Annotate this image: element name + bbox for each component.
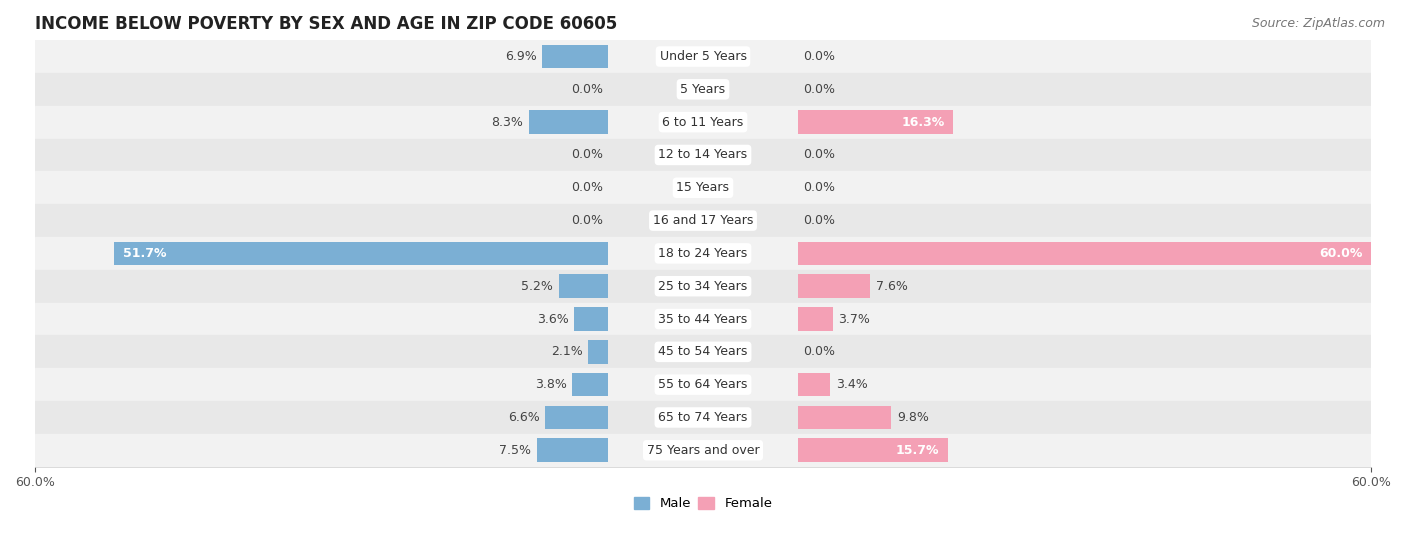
Text: 0.0%: 0.0% xyxy=(803,50,835,63)
Bar xyxy=(35,368,1371,401)
Bar xyxy=(35,73,1371,106)
Bar xyxy=(35,335,1371,368)
Bar xyxy=(797,274,870,298)
Text: 0.0%: 0.0% xyxy=(803,214,835,227)
Text: 65 to 74 Years: 65 to 74 Years xyxy=(658,411,748,424)
Text: 12 to 14 Years: 12 to 14 Years xyxy=(658,149,748,162)
Text: 0.0%: 0.0% xyxy=(803,181,835,195)
Bar xyxy=(797,241,1371,265)
Text: 3.6%: 3.6% xyxy=(537,312,568,325)
Text: 75 Years and over: 75 Years and over xyxy=(647,444,759,457)
Text: 60.0%: 60.0% xyxy=(1319,247,1362,260)
Bar xyxy=(35,172,1371,204)
Text: 3.7%: 3.7% xyxy=(838,312,870,325)
Text: 7.6%: 7.6% xyxy=(876,280,908,293)
Text: 45 to 54 Years: 45 to 54 Years xyxy=(658,345,748,358)
Text: 6.6%: 6.6% xyxy=(508,411,540,424)
Text: 2.1%: 2.1% xyxy=(551,345,582,358)
Bar xyxy=(529,110,609,134)
Bar xyxy=(35,40,1371,73)
Bar xyxy=(35,106,1371,139)
Text: 0.0%: 0.0% xyxy=(571,214,603,227)
Bar xyxy=(797,406,891,429)
Text: 16.3%: 16.3% xyxy=(901,116,945,129)
Bar xyxy=(797,307,832,331)
Text: 0.0%: 0.0% xyxy=(571,149,603,162)
Bar xyxy=(35,434,1371,467)
Text: 8.3%: 8.3% xyxy=(492,116,523,129)
Text: 18 to 24 Years: 18 to 24 Years xyxy=(658,247,748,260)
Bar xyxy=(572,373,609,396)
Text: Source: ZipAtlas.com: Source: ZipAtlas.com xyxy=(1251,17,1385,30)
Text: 0.0%: 0.0% xyxy=(803,149,835,162)
Text: 15 Years: 15 Years xyxy=(676,181,730,195)
Bar xyxy=(588,340,609,364)
Text: 0.0%: 0.0% xyxy=(571,181,603,195)
Text: 6 to 11 Years: 6 to 11 Years xyxy=(662,116,744,129)
Text: 51.7%: 51.7% xyxy=(124,247,167,260)
Text: 5 Years: 5 Years xyxy=(681,83,725,96)
Bar xyxy=(546,406,609,429)
Text: 3.8%: 3.8% xyxy=(534,378,567,391)
Text: 15.7%: 15.7% xyxy=(896,444,939,457)
Text: 0.0%: 0.0% xyxy=(571,83,603,96)
Text: 0.0%: 0.0% xyxy=(803,83,835,96)
Bar xyxy=(35,237,1371,270)
Bar xyxy=(797,110,953,134)
Text: Under 5 Years: Under 5 Years xyxy=(659,50,747,63)
Legend: Male, Female: Male, Female xyxy=(628,491,778,515)
Bar xyxy=(574,307,609,331)
Bar xyxy=(35,302,1371,335)
Bar xyxy=(35,204,1371,237)
Bar xyxy=(35,139,1371,172)
Bar xyxy=(114,241,609,265)
Bar xyxy=(558,274,609,298)
Bar xyxy=(537,438,609,462)
Text: 16 and 17 Years: 16 and 17 Years xyxy=(652,214,754,227)
Bar xyxy=(797,438,948,462)
Text: 5.2%: 5.2% xyxy=(522,280,553,293)
Bar xyxy=(35,270,1371,302)
Bar xyxy=(797,373,830,396)
Text: 9.8%: 9.8% xyxy=(897,411,929,424)
Text: 0.0%: 0.0% xyxy=(803,345,835,358)
Text: 6.9%: 6.9% xyxy=(505,50,537,63)
Text: 3.4%: 3.4% xyxy=(835,378,868,391)
Bar xyxy=(543,45,609,68)
Bar xyxy=(35,401,1371,434)
Text: 35 to 44 Years: 35 to 44 Years xyxy=(658,312,748,325)
Text: INCOME BELOW POVERTY BY SEX AND AGE IN ZIP CODE 60605: INCOME BELOW POVERTY BY SEX AND AGE IN Z… xyxy=(35,15,617,33)
Text: 7.5%: 7.5% xyxy=(499,444,531,457)
Text: 55 to 64 Years: 55 to 64 Years xyxy=(658,378,748,391)
Text: 25 to 34 Years: 25 to 34 Years xyxy=(658,280,748,293)
